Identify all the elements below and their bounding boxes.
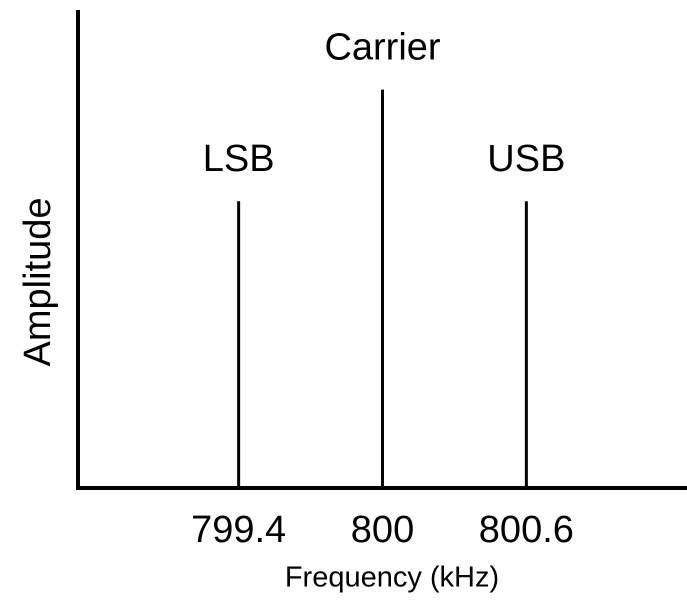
x-axis-label: Frequency (kHz) <box>285 562 499 594</box>
stem-label: Carrier <box>324 27 440 69</box>
x-tick-label: 800 <box>351 509 414 551</box>
stem-label: LSB <box>203 138 275 180</box>
x-tick-label: 800.6 <box>479 509 574 551</box>
x-tick-label: 799.4 <box>191 509 286 551</box>
y-axis-label: Amplitude <box>17 198 59 367</box>
stem-label: USB <box>487 138 565 180</box>
